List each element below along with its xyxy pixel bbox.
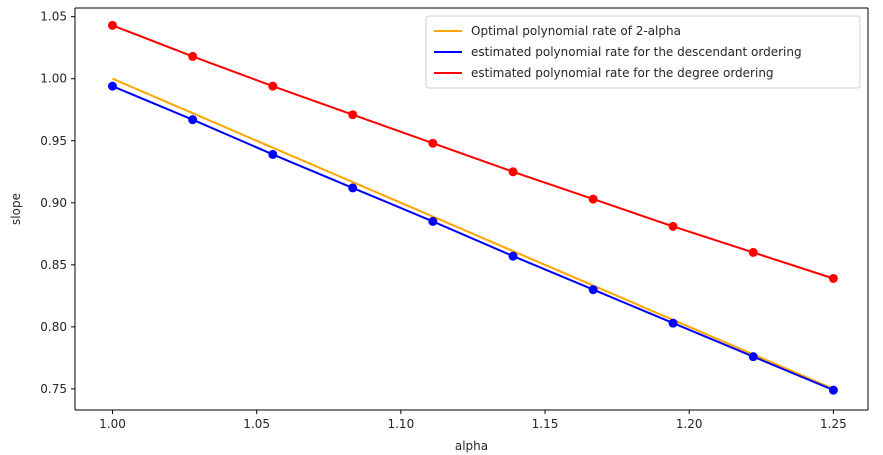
data-point — [668, 318, 678, 328]
data-point — [268, 81, 278, 91]
y-axis: 0.75 0.80 0.85 0.90 0.95 1.00 1.05 — [40, 10, 75, 396]
y-tick-label: 1.00 — [40, 72, 67, 86]
x-tick-label: 1.15 — [532, 417, 559, 431]
legend-box — [425, 15, 861, 89]
data-point — [748, 247, 758, 257]
plot-area — [74, 7, 869, 411]
x-tick-label: 1.10 — [387, 417, 414, 431]
data-point — [828, 385, 838, 395]
series-layer — [107, 20, 838, 395]
data-point — [508, 167, 518, 177]
series-line — [112, 85, 834, 392]
y-tick-label: 0.95 — [40, 134, 67, 148]
x-axis: 1.00 1.05 1.10 1.15 1.20 1.25 — [99, 410, 847, 431]
x-tick-label: 1.05 — [243, 417, 270, 431]
legend-label: Optimal polynomial rate of 2-alpha — [471, 24, 681, 38]
series-2 — [107, 81, 838, 395]
data-point — [348, 183, 358, 193]
legend: Optimal polynomial rate of 2-alpha estima… — [425, 15, 861, 89]
legend-label: estimated polynomial rate for the descen… — [471, 45, 802, 59]
data-point — [348, 110, 358, 120]
x-tick-label: 1.00 — [99, 417, 126, 431]
data-point — [268, 149, 278, 159]
data-point — [588, 285, 598, 295]
series-3 — [107, 20, 838, 283]
x-axis-label: alpha — [455, 439, 488, 453]
data-point — [508, 251, 518, 261]
data-point — [107, 20, 117, 30]
y-tick-label: 0.80 — [40, 320, 67, 334]
data-point — [188, 115, 198, 125]
y-tick-label: 0.75 — [40, 382, 67, 396]
legend-label: estimated polynomial rate for the degree… — [471, 66, 774, 80]
series-1 — [112, 77, 834, 390]
data-point — [588, 194, 598, 204]
y-tick-label: 0.90 — [40, 196, 67, 210]
data-point — [428, 138, 438, 148]
y-axis-label: slope — [9, 193, 23, 225]
data-point — [828, 273, 838, 283]
data-point — [668, 221, 678, 231]
series-line — [112, 77, 834, 390]
series-line — [112, 24, 834, 280]
data-point — [428, 216, 438, 226]
x-tick-label: 1.25 — [820, 417, 847, 431]
y-tick-label: 0.85 — [40, 258, 67, 272]
x-tick-label: 1.20 — [676, 417, 703, 431]
data-point — [748, 352, 758, 362]
data-point — [188, 51, 198, 61]
y-tick-label: 1.05 — [40, 10, 67, 24]
data-point — [107, 81, 117, 91]
